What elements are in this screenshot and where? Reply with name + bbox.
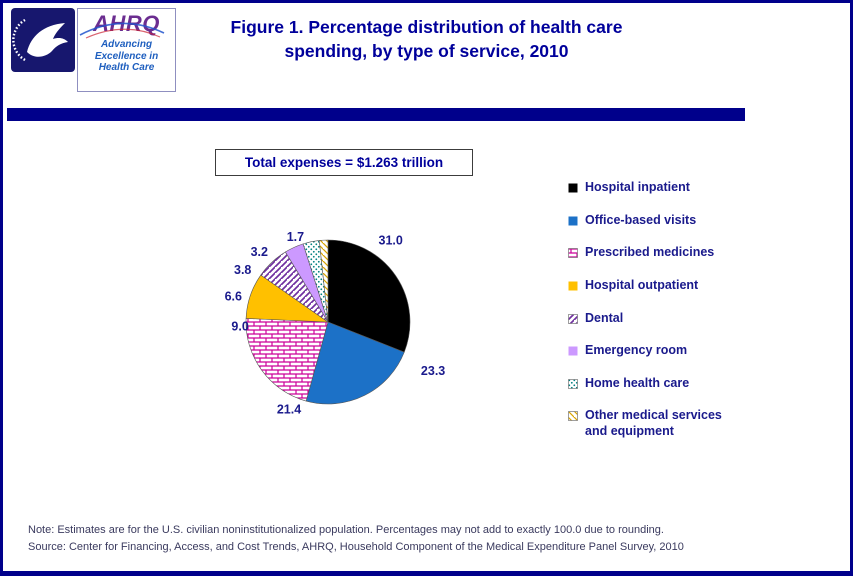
pie-value-label: 1.7: [287, 230, 304, 244]
divider-bar: [7, 108, 745, 121]
legend-marker-icon: [568, 378, 578, 389]
legend-item-home-health-care: Home health care: [568, 376, 763, 392]
chart-legend: Hospital inpatient Office-based visits Pre…: [568, 180, 763, 457]
pie-chart: 31.0 23.3 21.4 9.0 6.6 3.83.2 1.7: [225, 230, 446, 417]
ahrq-tagline: Advancing Excellence in Health Care: [94, 39, 159, 73]
legend-marker-icon: [568, 313, 578, 324]
legend-marker-icon: [568, 411, 578, 422]
legend-item-prescribed-medicines: Prescribed medicines: [568, 245, 763, 261]
pie-value-label: 6.6: [225, 290, 242, 304]
legend-marker-icon: [568, 281, 578, 291]
legend-item-hospital-inpatient: Hospital inpatient: [568, 180, 763, 196]
pie-slice-office-based-visits: [305, 321, 405, 405]
legend-label: Hospital inpatient: [585, 180, 690, 194]
footer: Note: Estimates are for the U.S. civilia…: [28, 522, 838, 556]
legend-label: Office-based visits: [585, 212, 697, 227]
legend-item-emergency-room: Emergency room: [568, 343, 763, 359]
pie-value-label: 23.3: [421, 364, 445, 378]
legend-item-other-medical-services-and-equipment: Other medical services and equipment: [568, 408, 763, 439]
title-area: Figure 1. Percentage distribution of hea…: [3, 16, 850, 63]
footer-source: Source: Center for Financing, Access, an…: [28, 541, 684, 553]
page-title: Figure 1. Percentage distribution of hea…: [230, 17, 623, 61]
legend-label: Hospital outpatient: [585, 277, 699, 292]
footer-note: Note: Estimates are for the U.S. civilia…: [28, 524, 664, 536]
hhs-logo-icon: [11, 8, 75, 72]
pie-value-label: 21.4: [277, 403, 301, 417]
legend-marker-icon: [568, 183, 578, 193]
legend-item-office-based-visits: Office-based visits: [568, 213, 763, 229]
legend-label: Home health care: [585, 375, 690, 390]
legend-label: Other medical services and equipment: [585, 408, 722, 438]
pie-value-label: 31.0: [379, 233, 403, 247]
legend-marker-icon: [568, 248, 578, 259]
pie-chart-area: 31.0 23.3 21.4 9.0 6.6 3.8 3.2 1.7: [185, 213, 485, 453]
pie-value-label: 9.0: [231, 320, 248, 334]
pie-slice-prescribed-medicines: [245, 318, 329, 402]
pie-value-label: 3.2: [251, 245, 268, 259]
legend-label: Prescribed medicines: [585, 245, 715, 260]
pie-slice-other-medical-services-and-equipment: [318, 239, 329, 323]
pie-slice-hospital-inpatient: [327, 239, 411, 353]
pie-value-label: 3.8: [234, 263, 251, 277]
legend-item-hospital-outpatient: Hospital outpatient: [568, 278, 763, 294]
total-expenses-box: Total expenses = $1.263 trillion: [215, 149, 473, 176]
legend-item-dental: Dental: [568, 311, 763, 327]
legend-marker-icon: [568, 216, 578, 226]
legend-marker-icon: [568, 346, 578, 356]
legend-label: Emergency room: [585, 343, 688, 358]
legend-label: Dental: [585, 310, 624, 325]
